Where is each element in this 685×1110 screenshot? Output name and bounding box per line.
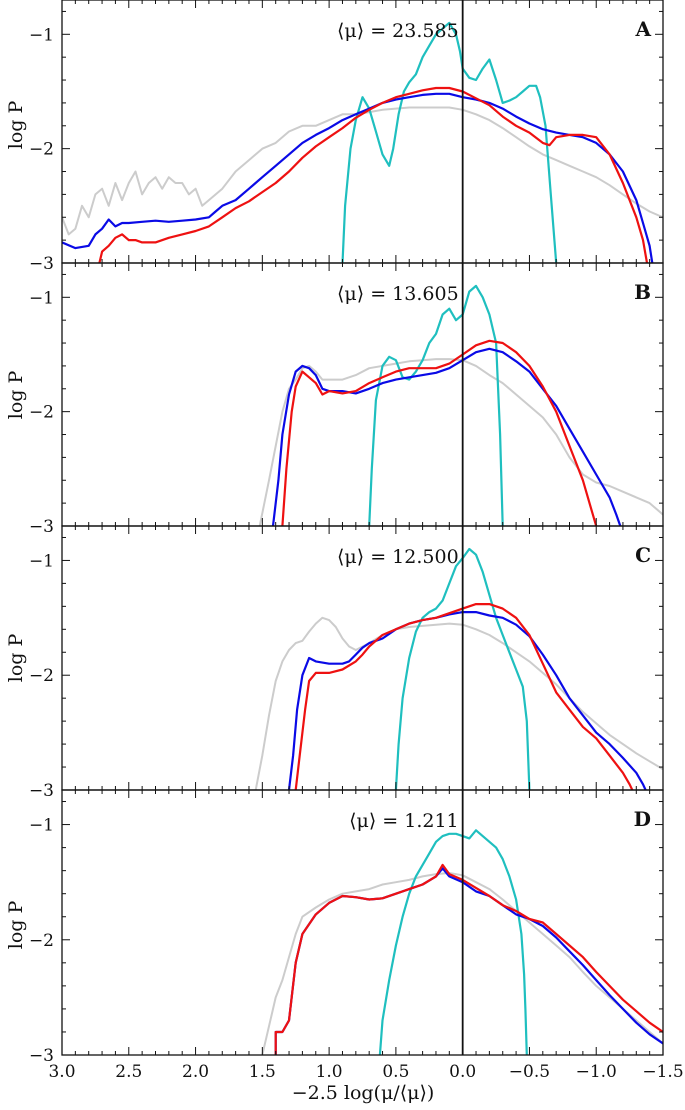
panel-c-gray-series-line xyxy=(254,616,663,790)
panel-a-y-tick-label: −3 xyxy=(29,254,54,274)
panel-d-letter: D xyxy=(634,807,651,831)
x-tick-label: 2.5 xyxy=(115,1062,142,1082)
panel-a-blue-series-line xyxy=(62,92,654,263)
panel-c-y-tick-label: −1 xyxy=(29,551,54,571)
x-tick-label: 2.0 xyxy=(182,1062,209,1082)
panel-a-letter: A xyxy=(634,17,651,41)
panel-a-curves xyxy=(62,21,663,263)
panel-b-mean-mu-label: ⟨μ⟩ = 13.605 xyxy=(337,283,459,305)
panel-a-y-tick-label: −1 xyxy=(29,25,54,45)
x-tick-label: 1.5 xyxy=(249,1062,276,1082)
panel-b-blue-series-line xyxy=(271,347,622,526)
panel-d-y-tick-label: −3 xyxy=(29,1046,54,1066)
panel-a-mean-mu-label: ⟨μ⟩ = 23.585 xyxy=(337,20,459,42)
x-tick-label: −1.5 xyxy=(642,1062,683,1082)
panel-a-y-tick-label: −2 xyxy=(29,140,54,160)
panel-b: −1 −2 −3 B ⟨μ⟩ = 13.605 xyxy=(29,262,664,537)
panel-a-cyan-series-line xyxy=(341,21,558,263)
x-tick-label: −1.0 xyxy=(576,1062,617,1082)
panel-b-red-series-line xyxy=(281,339,598,526)
panel-a-red-series-line xyxy=(98,86,649,263)
panel-d: −1 −2 −3 D ⟨μ⟩ = 1.211 xyxy=(29,789,664,1066)
panel-d-cyan-series-line xyxy=(378,829,528,1055)
x-tick-label: 3.0 xyxy=(48,1062,75,1082)
x-tick-label: −0.5 xyxy=(509,1062,550,1082)
panel-d-y-tick-label: −2 xyxy=(29,931,54,951)
x-tick-label: 0.0 xyxy=(449,1062,476,1082)
panel-b-gray-series-line xyxy=(258,358,663,526)
panel-d-mean-mu-label: ⟨μ⟩ = 1.211 xyxy=(349,810,459,832)
panel-b-letter: B xyxy=(634,280,651,304)
panel-d-curves xyxy=(261,829,663,1055)
panel-d-y-tick-label: −1 xyxy=(29,816,54,836)
y-axis-title-panel-b: log P xyxy=(5,371,27,420)
panel-c-red-series-line xyxy=(294,603,634,790)
panel-d-gray-series-line xyxy=(261,872,663,1055)
y-axis-title-panel-c: log P xyxy=(5,634,27,683)
panel-b-curves xyxy=(258,284,663,526)
panel-d-blue-series-line xyxy=(274,867,663,1055)
y-axis-title-panel-d: log P xyxy=(5,901,27,950)
x-tick-label: 1.0 xyxy=(316,1062,343,1082)
panel-d-frame xyxy=(61,789,664,1056)
x-axis-title: −2.5 log(μ/⟨μ⟩) xyxy=(292,1082,435,1104)
panel-c-y-tick-label: −2 xyxy=(29,666,54,686)
panel-b-y-tick-label: −2 xyxy=(29,403,54,423)
panel-c-y-tick-label: −3 xyxy=(29,781,54,801)
panel-c-curves xyxy=(254,547,663,790)
y-axis-title-panel-a: log P xyxy=(5,101,27,150)
panel-b-y-tick-label: −3 xyxy=(29,517,54,537)
panel-b-y-tick-label: −1 xyxy=(29,288,54,308)
panel-a: −1 −2 −3 A ⟨μ⟩ = 23.585 xyxy=(29,0,664,274)
panel-a-gray-series-line xyxy=(62,106,663,236)
panel-b-cyan-series-line xyxy=(368,284,504,526)
panels: −1−2−3A⟨μ⟩ = 23.585−1−2−3B⟨μ⟩ = 13.605−1… xyxy=(29,0,684,1082)
panel-c-letter: C xyxy=(635,543,651,567)
x-tick-label: 0.5 xyxy=(382,1062,409,1082)
panel-c-mean-mu-label: ⟨μ⟩ = 12.500 xyxy=(337,546,459,568)
panel-d-red-series-line xyxy=(274,863,663,1055)
panel-c: −1 −2 −3 C ⟨μ⟩ = 12.500 xyxy=(29,525,664,801)
